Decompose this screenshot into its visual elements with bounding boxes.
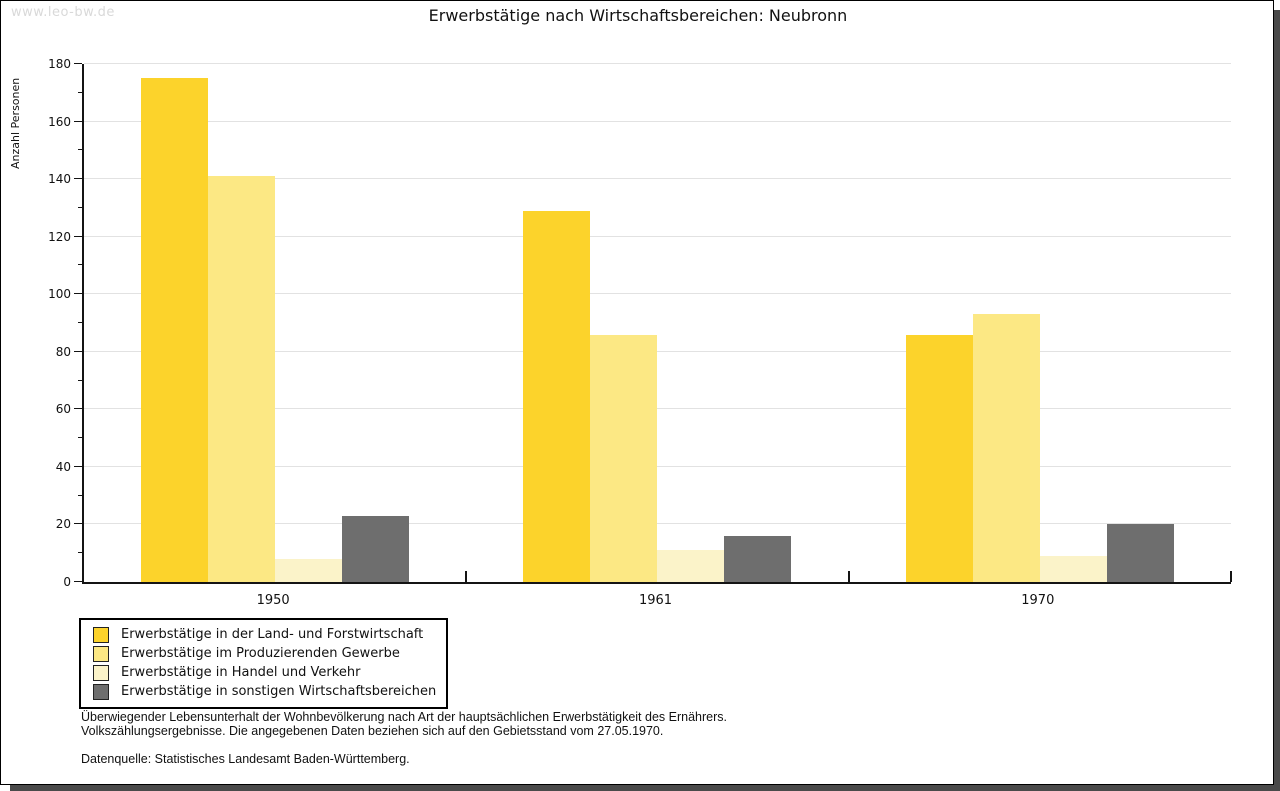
bar-1970-erwerbstätige-in-sonstigen-wirtschaftsbereichen [1106, 524, 1174, 582]
drop-shadow-bottom [10, 785, 1280, 791]
x-category-label-1950: 1950 [256, 593, 290, 608]
y-tick-label-80: 80 [55, 344, 71, 359]
y-tick-60 [74, 408, 82, 410]
y-tick-100 [74, 293, 82, 295]
legend-row-1: Erwerbstätige in der Land- und Forstwirt… [89, 625, 438, 644]
y-tick-170 [78, 91, 82, 93]
y-tick-150 [78, 149, 82, 151]
bar-1961-erwerbstätige-in-sonstigen-wirtschaftsbereichen [724, 535, 792, 582]
bar-1950-erwerbstätige-in-der-land--und-forstwirtschaft [141, 78, 209, 582]
legend-swatch-4 [93, 683, 109, 700]
bar-1970-erwerbstätige-im-produzierenden-gewerbe [972, 314, 1040, 582]
y-tick-label-60: 60 [55, 402, 71, 417]
legend-row-3: Erwerbstätige in Handel und Verkehr [89, 663, 438, 682]
gridline-60 [84, 408, 1231, 410]
bar-1961-erwerbstätige-im-produzierenden-gewerbe [590, 334, 658, 582]
y-tick-label-20: 20 [55, 517, 71, 532]
gridline-140 [84, 178, 1231, 180]
x-boundary-tick-1 [465, 571, 468, 582]
bar-groups-layer [84, 64, 1231, 582]
y-tick-20 [74, 523, 82, 525]
chart-title: Erwerbstätige nach Wirtschaftsbereichen:… [428, 6, 848, 25]
y-tick-label-0: 0 [63, 575, 71, 589]
y-tick-180 [74, 63, 82, 64]
bar-1950-erwerbstätige-in-sonstigen-wirtschaftsbereichen [342, 515, 410, 582]
y-tick-80 [74, 350, 82, 352]
y-tick-130 [78, 206, 82, 208]
bar-1961-erwerbstätige-in-der-land--und-forstwirtschaft [523, 210, 591, 582]
bar-1970-erwerbstätige-in-der-land--und-forstwirtschaft [905, 334, 973, 582]
y-axis-label: Anzahl Personen [9, 77, 22, 169]
gridline-180 [84, 63, 1231, 64]
y-tick-120 [74, 235, 82, 237]
y-tick-label-40: 40 [55, 459, 71, 474]
bar-1961-erwerbstätige-in-handel-und-verkehr [657, 550, 725, 582]
legend-row-4: Erwerbstätige in sonstigen Wirtschaftsbe… [89, 682, 438, 701]
y-tick-30 [78, 494, 82, 496]
y-tick-90 [78, 322, 82, 323]
x-boundary-tick-3 [1230, 571, 1232, 582]
bar-1970-erwerbstätige-in-handel-und-verkehr [1039, 556, 1107, 582]
y-tick-160 [74, 120, 82, 122]
y-tick-label-180: 180 [48, 57, 71, 71]
bar-1950-erwerbstätige-in-handel-und-verkehr [275, 558, 343, 582]
legend-label-4: Erwerbstätige in sonstigen Wirtschaftsbe… [121, 684, 437, 699]
footnote-line-2: Volkszählungsergebnisse. Die angegebenen… [81, 724, 664, 738]
x-category-label-1961: 1961 [638, 593, 673, 608]
y-tick-label-120: 120 [48, 229, 71, 244]
legend-box: Erwerbstätige in der Land- und Forstwirt… [79, 618, 448, 709]
y-tick-110 [78, 264, 82, 266]
gridline-20 [84, 523, 1231, 525]
x-axis-category-labels: 1950 1961 1970 [82, 593, 1229, 608]
gridline-40 [84, 465, 1231, 467]
y-tick-40 [74, 465, 82, 467]
y-tick-label-100: 100 [48, 287, 71, 302]
y-tick-0 [74, 581, 82, 582]
gridline-100 [84, 293, 1231, 295]
drop-shadow-right [1274, 10, 1280, 791]
bar-1950-erwerbstätige-im-produzierenden-gewerbe [208, 176, 276, 582]
legend-swatch-1 [93, 626, 109, 643]
legend-swatch-2 [93, 645, 109, 662]
y-tick-140 [74, 178, 82, 180]
legend-label-3: Erwerbstätige in Handel und Verkehr [121, 665, 361, 680]
legend-row-2: Erwerbstätige im Produzierenden Gewerbe [89, 644, 438, 663]
gridline-120 [84, 235, 1231, 237]
y-tick-50 [78, 437, 82, 439]
watermark: www.leo-bw.de [11, 5, 115, 20]
plot-area: 0 20 40 60 80 100 120 140 160 180 [48, 57, 1232, 589]
footnote-line-1: Überwiegender Lebensunterhalt der Wohnbe… [81, 710, 727, 724]
gridline-80 [84, 350, 1231, 352]
x-boundary-tick-2 [847, 571, 850, 582]
y-tick-10 [78, 552, 82, 554]
bar-group-1961 [466, 64, 848, 582]
y-tick-70 [78, 379, 82, 381]
legend-swatch-3 [93, 664, 109, 681]
legend-label-2: Erwerbstätige im Produzierenden Gewerbe [121, 646, 400, 661]
legend-label-1: Erwerbstätige in der Land- und Forstwirt… [121, 627, 424, 642]
y-tick-label-160: 160 [48, 114, 71, 129]
y-tick-label-140: 140 [48, 172, 71, 187]
data-source-text: Datenquelle: Statistisches Landesamt Bad… [81, 752, 410, 766]
bar-group-1970 [849, 64, 1231, 582]
x-category-label-1970: 1970 [1021, 593, 1055, 608]
bar-group-1950 [84, 64, 466, 582]
footnote-text: Überwiegender Lebensunterhalt der Wohnbe… [81, 710, 727, 738]
gridline-160 [84, 120, 1231, 122]
